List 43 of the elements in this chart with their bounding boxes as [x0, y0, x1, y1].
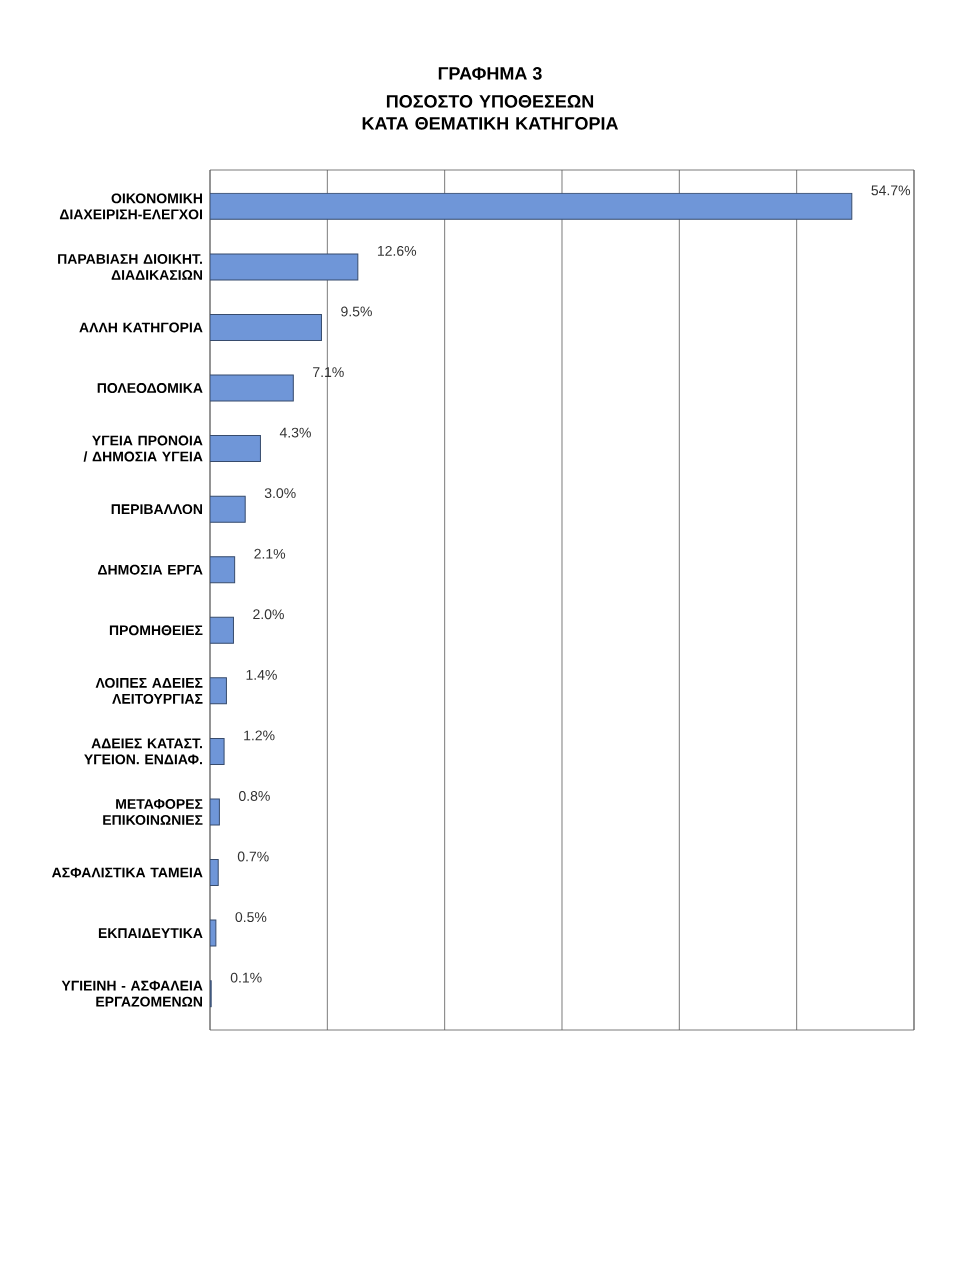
- data-label: 3.0%: [264, 488, 296, 499]
- y-tick-label: ΠΡΟΜΗΘΕΙΕΣ: [109, 625, 203, 636]
- y-tick-label: ΠΟΛΕΟΔΟΜΙΚΑ: [97, 383, 203, 393]
- bar: [210, 677, 227, 705]
- y-tick-label: ΠΕΡΙΒΑΛΛΟΝ: [111, 504, 202, 515]
- bar: [210, 798, 220, 826]
- bar: [210, 253, 359, 281]
- data-label: 0.1%: [230, 972, 262, 983]
- bar: [210, 737, 225, 765]
- data-label: 0.8%: [238, 791, 270, 801]
- chart-subtitle: ΠΟΣΟΣΤΟ ΥΠΟΘΕΣΕΩΝ ΚΑΤΑ ΘΕΜΑΤΙΚΗ ΚΑΤΗΓΟΡΙΑ: [362, 95, 619, 130]
- data-label: 7.1%: [313, 367, 344, 377]
- bar: [210, 919, 217, 947]
- data-label: 1.2%: [244, 730, 275, 741]
- y-tick-label: ΥΓΕΙΑ ΠΡΟΝΟΙΑ / ΔΗΜΟΣΙΑ ΥΓΕΙΑ: [83, 435, 203, 462]
- y-tick-label: ΜΕΤΑΦΟΡΕΣ ΕΠΙΚΟΙΝΩΝΙΕΣ: [103, 799, 203, 825]
- y-tick-label: ΠΑΡΑΒΙΑΣΗ ΔΙΟΙΚΗΤ. ΔΙΑΔΙΚΑΣΙΩΝ: [58, 254, 202, 280]
- y-tick-label: ΑΔΕΙΕΣ ΚΑΤΑΣΤ. ΥΓΕΙΟΝ. ΕΝΔΙΑΦ.: [84, 738, 202, 765]
- data-label: 54.7%: [871, 185, 911, 196]
- bar: [210, 435, 261, 463]
- bar: [210, 556, 236, 584]
- data-label: 0.5%: [235, 912, 267, 923]
- bar: [210, 374, 294, 402]
- data-label: 0.7%: [237, 851, 269, 862]
- y-tick-label: ΛΟΙΠΕΣ ΑΔΕΙΕΣ ΛΕΙΤΟΥΡΓΙΑΣ: [95, 677, 203, 704]
- y-tick-label: ΥΓΙΕΙΝΗ - ΑΣΦΑΛΕΙΑ ΕΡΓΑΖΟΜΕΝΩΝ: [61, 980, 203, 1007]
- y-tick-label: ΑΣΦΑΛΙΣΤΙΚΑ ΤΑΜΕΙΑ: [51, 867, 203, 878]
- bar: [210, 192, 853, 220]
- data-label: 2.0%: [253, 609, 284, 620]
- y-tick-label: ΟΙΚΟΝΟΜΙΚΗ ΔΙΑΧΕΙΡΙΣΗ-ΕΛΕΓΧΟΙ: [59, 193, 202, 220]
- data-label: 12.6%: [377, 245, 417, 256]
- chart-title: ΓΡΑΦΗΜΑ 3: [438, 67, 542, 80]
- bar: [210, 616, 234, 644]
- y-tick-label: ΑΛΛΗ ΚΑΤΗΓΟΡΙΑ: [79, 322, 203, 333]
- data-label: 4.3%: [279, 427, 311, 438]
- y-tick-label: ΕΚΠΑΙΔΕΥΤΙΚΑ: [98, 928, 203, 938]
- data-label: 1.4%: [246, 670, 277, 680]
- bar: [210, 495, 246, 523]
- bar: [210, 313, 322, 341]
- data-label: 9.5%: [341, 306, 372, 317]
- data-label: 2.1%: [254, 548, 286, 559]
- y-tick-label: ΔΗΜΟΣΙΑ ΕΡΓΑ: [98, 564, 203, 575]
- bar: [210, 859, 219, 887]
